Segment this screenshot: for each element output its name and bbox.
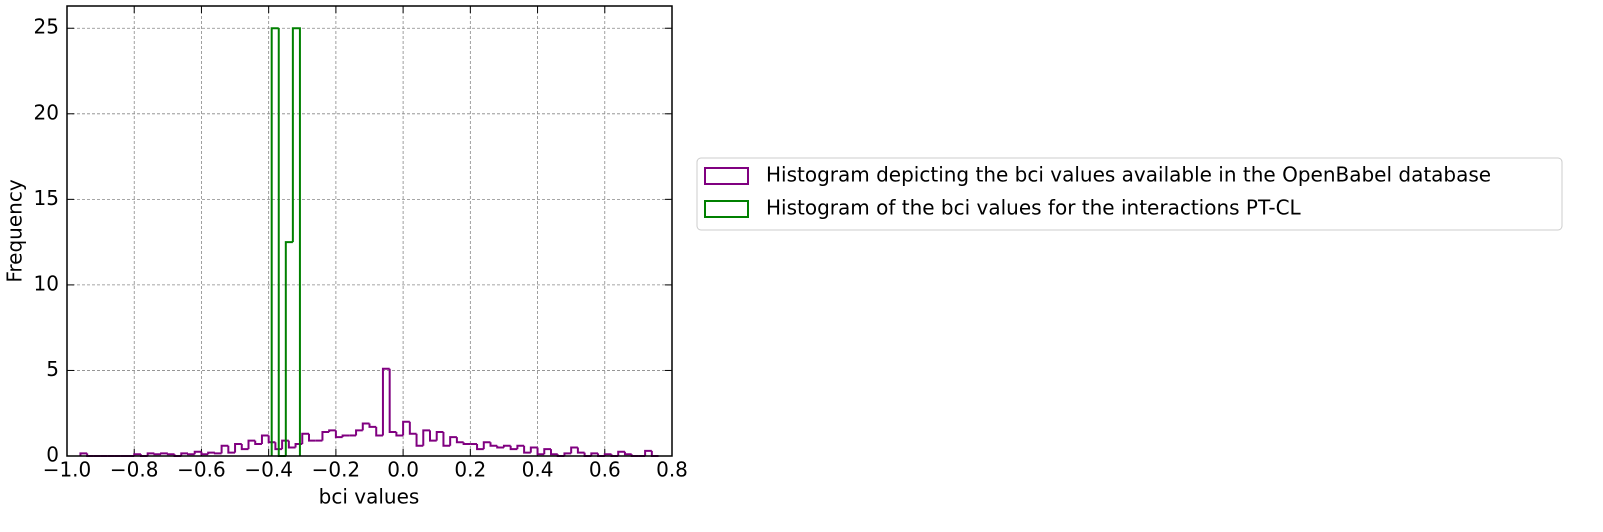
x-tick-label: −0.6 xyxy=(177,458,226,482)
histogram-step xyxy=(644,449,652,456)
histogram-step xyxy=(193,450,202,455)
y-tick-label: 5 xyxy=(46,357,59,381)
histogram-step xyxy=(422,429,430,446)
y-tick-label: 15 xyxy=(34,186,59,210)
histogram-step xyxy=(570,446,578,454)
y-axis-label: Frequency xyxy=(3,179,27,282)
x-tick-label: 0.4 xyxy=(522,458,554,482)
histogram-step xyxy=(227,445,236,454)
histogram-step xyxy=(153,453,162,456)
histogram-step xyxy=(291,27,301,456)
histogram-step xyxy=(301,432,309,445)
histogram-step xyxy=(442,432,451,447)
histogram-step xyxy=(254,440,262,446)
histogram-step xyxy=(502,444,511,448)
histogram-step xyxy=(274,442,283,451)
histogram-step xyxy=(402,420,410,436)
histogram-step xyxy=(287,440,296,449)
x-tick-label: −1.0 xyxy=(43,458,92,482)
histogram-step xyxy=(563,452,572,456)
histogram-step xyxy=(489,442,498,447)
x-tick-label: 0.6 xyxy=(589,458,621,482)
histogram-step xyxy=(496,445,504,449)
legend-box xyxy=(696,157,1563,231)
histogram-step xyxy=(523,445,531,454)
legend-swatch xyxy=(704,200,749,218)
histogram-step xyxy=(240,444,249,451)
x-tick-label: −0.8 xyxy=(110,458,159,482)
histogram-step xyxy=(415,433,424,447)
histogram-step xyxy=(375,426,383,437)
x-tick-label: −0.4 xyxy=(244,458,293,482)
histogram-step xyxy=(220,444,229,454)
histogram-step xyxy=(270,27,279,456)
histogram-step xyxy=(543,448,551,455)
y-tick-label: 20 xyxy=(34,100,59,124)
plot-frame xyxy=(66,5,673,457)
histogram-step xyxy=(213,452,222,455)
histogram-step xyxy=(576,447,585,454)
histogram-step xyxy=(166,453,175,456)
histogram-step xyxy=(146,452,155,456)
y-tick-label: 0 xyxy=(46,443,59,467)
legend-swatch xyxy=(704,167,749,185)
histogram-step xyxy=(267,435,276,444)
histogram-step xyxy=(623,451,632,456)
histogram-step xyxy=(187,453,195,456)
histogram-step xyxy=(529,446,538,453)
histogram-step xyxy=(617,450,625,456)
histogram-step xyxy=(260,434,269,445)
histogram-step xyxy=(160,452,168,455)
histogram-step xyxy=(408,421,417,435)
histogram-step xyxy=(321,431,330,441)
histogram-step xyxy=(590,452,599,456)
histogram-step xyxy=(476,444,484,451)
x-tick-label: 0.0 xyxy=(387,458,419,482)
legend-label: Histogram depicting the bci values avail… xyxy=(766,163,1491,187)
histogram-step xyxy=(435,431,444,441)
histogram-step xyxy=(79,452,88,456)
histogram-step xyxy=(462,442,471,446)
histogram-step xyxy=(482,441,491,450)
histogram-step xyxy=(455,437,464,444)
histogram-step xyxy=(516,444,525,450)
histogram-step xyxy=(294,443,303,448)
histogram-step xyxy=(650,450,659,457)
x-tick-label: 0.8 xyxy=(656,458,688,482)
histogram-step xyxy=(368,423,377,428)
histogram-step xyxy=(361,422,370,431)
histogram-step xyxy=(395,432,404,437)
x-tick-label: −0.2 xyxy=(312,458,361,482)
histogram-step xyxy=(180,452,188,456)
y-tick-label: 10 xyxy=(34,271,59,295)
legend-label: Histogram of the bci values for the inte… xyxy=(766,196,1302,220)
histogram-step xyxy=(509,445,518,451)
histogram-step xyxy=(355,429,363,436)
y-tick-label: 25 xyxy=(34,15,59,39)
histogram-step xyxy=(284,241,293,456)
histogram-step xyxy=(381,367,390,436)
x-axis-label: bci values xyxy=(319,485,420,509)
x-tick-label: 0.2 xyxy=(454,458,486,482)
histogram-step xyxy=(200,451,209,456)
histogram-step xyxy=(429,430,437,442)
histogram-step xyxy=(308,433,316,442)
histogram-step xyxy=(277,28,286,457)
histogram-step xyxy=(449,436,457,446)
histogram-step xyxy=(388,368,397,434)
histogram-step xyxy=(234,443,242,453)
histogram-step xyxy=(328,429,336,433)
histogram-step xyxy=(536,447,545,456)
histogram-step xyxy=(247,439,256,450)
histogram-step xyxy=(207,451,215,455)
histogram-step xyxy=(334,430,343,439)
histogram-step xyxy=(341,434,350,438)
histogram-step xyxy=(550,449,558,456)
